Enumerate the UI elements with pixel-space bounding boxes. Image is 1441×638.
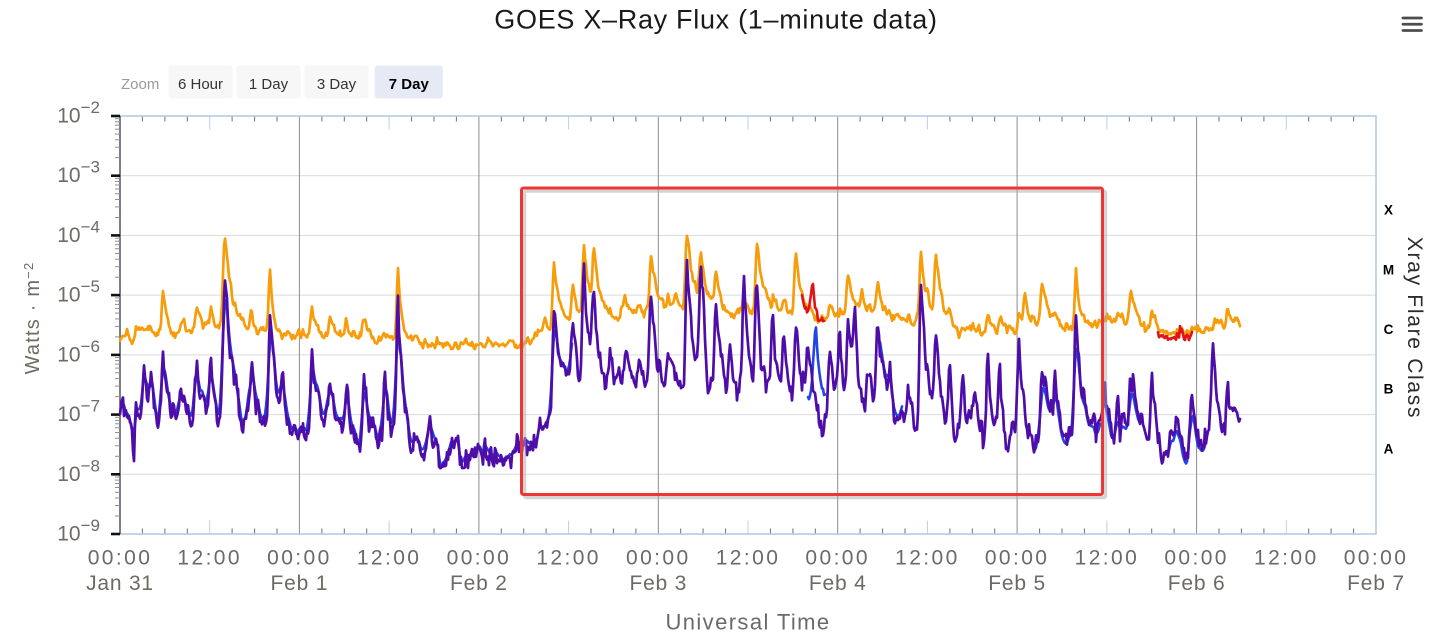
svg-text:1 Day: 1 Day (249, 76, 289, 93)
svg-text:Feb 3: Feb 3 (629, 572, 687, 595)
svg-text:GOES X–Ray Flux (1–minute data: GOES X–Ray Flux (1–minute data) (494, 5, 937, 35)
svg-text:Feb 5: Feb 5 (988, 572, 1046, 595)
svg-text:Watts · m−2: Watts · m−2 (21, 262, 44, 375)
svg-text:00:00: 00:00 (1164, 547, 1229, 570)
svg-text:12:00: 12:00 (1075, 547, 1140, 570)
svg-text:00:00: 00:00 (447, 547, 512, 570)
svg-text:7 Day: 7 Day (389, 76, 430, 93)
svg-text:00:00: 00:00 (626, 547, 691, 570)
svg-text:00:00: 00:00 (88, 547, 153, 570)
svg-text:00:00: 00:00 (1344, 547, 1409, 570)
svg-text:Jan 31: Jan 31 (86, 572, 154, 595)
svg-text:X: X (1384, 203, 1393, 218)
svg-text:00:00: 00:00 (267, 547, 332, 570)
svg-text:B: B (1384, 382, 1394, 397)
svg-text:Feb 1: Feb 1 (271, 572, 329, 595)
svg-text:Zoom: Zoom (121, 76, 159, 93)
svg-text:00:00: 00:00 (805, 547, 870, 570)
svg-text:Feb 6: Feb 6 (1168, 572, 1226, 595)
svg-text:12:00: 12:00 (357, 547, 422, 570)
svg-text:C: C (1384, 322, 1394, 337)
svg-text:M: M (1383, 262, 1394, 277)
svg-text:Feb 4: Feb 4 (809, 572, 867, 595)
svg-text:Xray Flare Class: Xray Flare Class (1403, 237, 1426, 419)
svg-text:12:00: 12:00 (895, 547, 960, 570)
svg-text:12:00: 12:00 (177, 547, 242, 570)
svg-text:12:00: 12:00 (536, 547, 601, 570)
svg-text:A: A (1384, 441, 1394, 456)
svg-text:12:00: 12:00 (1254, 547, 1319, 570)
svg-text:12:00: 12:00 (716, 547, 781, 570)
svg-text:3 Day: 3 Day (317, 76, 357, 93)
svg-text:6 Hour: 6 Hour (178, 76, 223, 93)
svg-text:00:00: 00:00 (985, 547, 1050, 570)
svg-text:Feb 2: Feb 2 (450, 572, 508, 595)
svg-text:Feb 7: Feb 7 (1347, 572, 1405, 595)
svg-text:Universal Time: Universal Time (665, 610, 830, 635)
